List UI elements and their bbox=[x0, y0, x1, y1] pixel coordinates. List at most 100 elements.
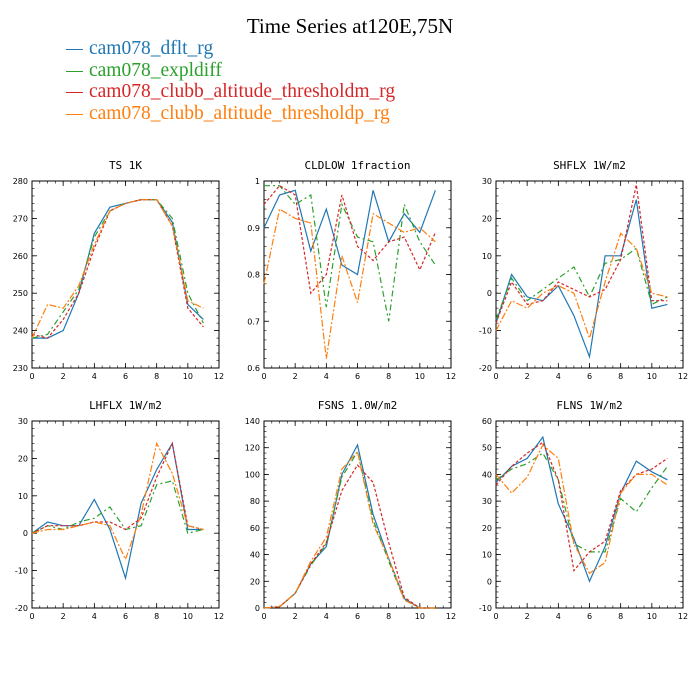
series-line bbox=[495, 435, 668, 583]
y-tick-label: 20 bbox=[18, 454, 28, 463]
legend-entry: cam078_clubb_altitude_thresholdp_rg bbox=[66, 103, 395, 125]
x-tick-label: 0 bbox=[261, 372, 266, 381]
legend-line-swatch bbox=[66, 70, 83, 72]
chart-title: CLDLOW 1fraction bbox=[305, 159, 411, 172]
series-line bbox=[263, 189, 436, 276]
x-tick-label: 12 bbox=[214, 612, 224, 621]
y-tick-label: 30 bbox=[482, 177, 492, 186]
y-tick-label: 240 bbox=[13, 327, 28, 336]
x-tick-label: 2 bbox=[525, 612, 530, 621]
page-title: Time Series at120E,75N bbox=[246, 14, 454, 38]
legend-line-swatch bbox=[66, 92, 83, 94]
series-line bbox=[264, 185, 436, 322]
legend-entry: cam078_expldiff bbox=[66, 60, 395, 82]
chart-panel: TS 1K 0 2 4 6 8 10 12 230 240 250 260 270 280 bbox=[13, 159, 224, 381]
y-tick-label: 0 bbox=[255, 604, 260, 613]
series-line bbox=[31, 199, 204, 339]
y-tick-label: 20 bbox=[482, 214, 492, 223]
legend-label: cam078_expldiff bbox=[89, 59, 222, 81]
x-tick-label: 10 bbox=[647, 372, 657, 381]
y-tick-label: 30 bbox=[482, 497, 492, 506]
y-tick-label: -10 bbox=[15, 567, 28, 576]
x-tick-label: 2 bbox=[525, 372, 530, 381]
plot-frame bbox=[263, 420, 452, 609]
series-line bbox=[263, 443, 436, 609]
series-line bbox=[31, 441, 204, 561]
series-line bbox=[263, 450, 436, 609]
y-tick-label: 0.8 bbox=[247, 271, 260, 280]
x-tick-label: 2 bbox=[293, 372, 298, 381]
y-tick-label: 100 bbox=[245, 470, 260, 479]
y-tick-label: 140 bbox=[245, 417, 260, 426]
y-tick-label: 250 bbox=[13, 289, 28, 298]
x-tick-label: 12 bbox=[446, 372, 456, 381]
y-tick-label: 280 bbox=[13, 177, 28, 186]
x-tick-label: 0 bbox=[29, 612, 34, 621]
y-tick-label: 0 bbox=[487, 289, 492, 298]
y-tick-label: 10 bbox=[482, 252, 492, 261]
x-tick-label: 10 bbox=[183, 612, 193, 621]
y-tick-label: -20 bbox=[15, 604, 28, 613]
y-tick-label: 0.7 bbox=[247, 317, 260, 326]
x-tick-label: 4 bbox=[92, 612, 97, 621]
series-line bbox=[263, 184, 436, 295]
series-line bbox=[495, 444, 668, 575]
x-tick-label: 6 bbox=[587, 372, 592, 381]
series-line bbox=[31, 441, 204, 534]
x-tick-label: 0 bbox=[493, 612, 498, 621]
y-tick-label: -10 bbox=[479, 327, 492, 336]
chart-panel: CLDLOW 1fraction 0 2 4 6 8 10 12 0.6 0.7 0.8 0.9 1 bbox=[247, 159, 456, 381]
series-line bbox=[495, 441, 668, 572]
chart-title: TS 1K bbox=[109, 159, 142, 172]
series-line bbox=[495, 452, 668, 553]
x-tick-label: 4 bbox=[556, 372, 561, 381]
series-line bbox=[31, 441, 204, 581]
chart-title: SHFLX 1W/m2 bbox=[553, 159, 626, 172]
x-tick-label: 12 bbox=[678, 612, 688, 621]
x-tick-label: 8 bbox=[154, 372, 159, 381]
y-tick-label: 80 bbox=[250, 497, 260, 506]
series-line bbox=[32, 199, 204, 339]
x-tick-label: 6 bbox=[587, 612, 592, 621]
x-tick-label: 4 bbox=[324, 612, 329, 621]
y-tick-label: 0.6 bbox=[247, 364, 260, 373]
x-tick-label: 8 bbox=[618, 612, 623, 621]
x-tick-label: 2 bbox=[61, 372, 66, 381]
chart-panel: SHFLX 1W/m2 0 2 4 6 8 10 12 -20 -10 0 10 20 30 bbox=[479, 159, 688, 381]
series-line bbox=[31, 199, 204, 339]
x-tick-label: 4 bbox=[92, 372, 97, 381]
chart-title: FSNS 1.0W/m2 bbox=[318, 399, 397, 412]
chart-title: FLNS 1W/m2 bbox=[556, 399, 622, 412]
x-tick-label: 4 bbox=[556, 612, 561, 621]
x-tick-label: 0 bbox=[29, 372, 34, 381]
series-line bbox=[31, 480, 204, 534]
y-tick-label: 230 bbox=[13, 364, 28, 373]
legend: cam078_dflt_rg cam078_expldiff cam078_cl… bbox=[66, 38, 395, 124]
series-line bbox=[495, 199, 668, 360]
y-tick-label: 20 bbox=[482, 524, 492, 533]
series-line bbox=[495, 247, 668, 320]
legend-line-swatch bbox=[66, 113, 83, 115]
y-tick-label: 20 bbox=[250, 577, 260, 586]
legend-entry: cam078_dflt_rg bbox=[66, 38, 395, 60]
y-tick-label: 60 bbox=[482, 417, 492, 426]
y-tick-label: 0.9 bbox=[247, 224, 260, 233]
y-tick-label: 0 bbox=[23, 529, 28, 538]
y-tick-label: 30 bbox=[18, 417, 28, 426]
x-tick-label: 2 bbox=[61, 612, 66, 621]
plot-frame bbox=[31, 180, 220, 369]
x-tick-label: 10 bbox=[647, 612, 657, 621]
x-tick-label: 8 bbox=[386, 612, 391, 621]
y-tick-label: 40 bbox=[482, 470, 492, 479]
y-tick-label: 120 bbox=[245, 444, 260, 453]
series-line bbox=[495, 184, 668, 324]
y-tick-label: -20 bbox=[479, 364, 492, 373]
x-tick-label: 8 bbox=[386, 372, 391, 381]
legend-label: cam078_clubb_altitude_thresholdm_rg bbox=[89, 81, 396, 102]
y-tick-label: 0 bbox=[487, 577, 492, 586]
series-line bbox=[495, 232, 668, 341]
series-line bbox=[263, 208, 436, 359]
